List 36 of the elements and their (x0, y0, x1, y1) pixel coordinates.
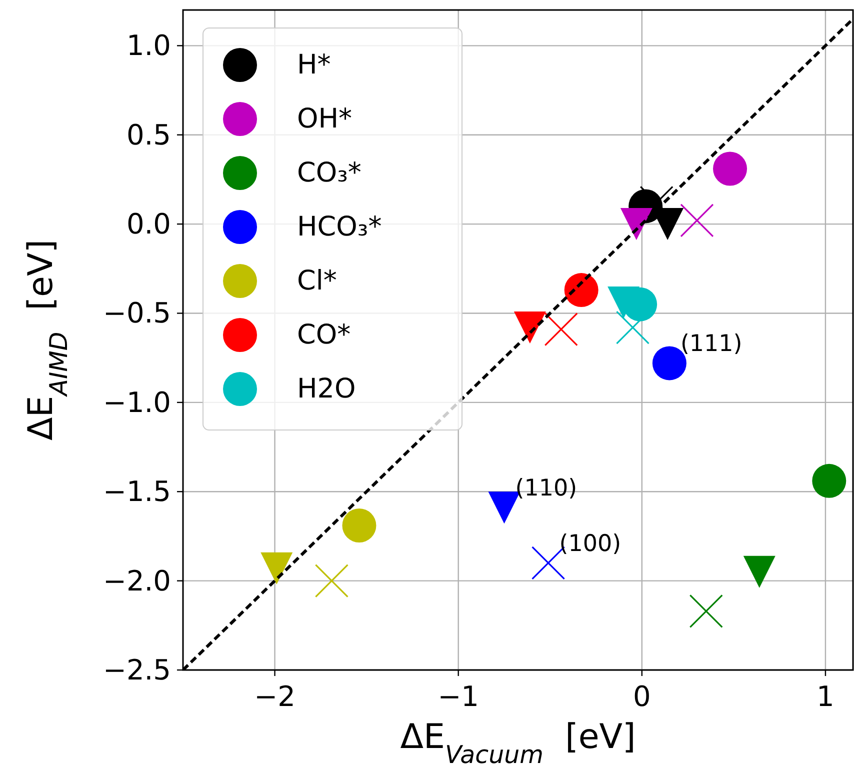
point (608, 286, 640, 319)
x-tick-label: 0 (632, 680, 651, 713)
point (620, 208, 652, 240)
legend-label: CO₃* (297, 158, 362, 188)
y-tick-label: 0.0 (126, 208, 171, 241)
x-tick-label: −2 (254, 680, 296, 713)
y-tick-label: 0.5 (126, 118, 171, 152)
point (743, 556, 776, 588)
legend-label: CO* (297, 320, 351, 350)
legend-label: Cl* (297, 266, 337, 296)
y-tick-label: −0.5 (103, 296, 171, 330)
annotation: (111) (680, 331, 742, 358)
legend-label: HCO₃* (297, 212, 382, 242)
legend-label: H* (297, 50, 331, 80)
point (314, 564, 348, 598)
point (689, 594, 723, 628)
legend-label: OH* (297, 104, 352, 134)
y-tick-label: −1.0 (103, 386, 171, 419)
y-tick-label: −2.0 (103, 564, 171, 598)
point (564, 273, 598, 308)
point (680, 204, 714, 238)
y-tick-label: −2.5 (103, 654, 171, 686)
point (342, 508, 376, 543)
legend-label: H2O (297, 374, 356, 404)
y-tick-label: −1.5 (103, 475, 171, 508)
point (544, 312, 578, 346)
x-tick-label: −1 (438, 680, 479, 713)
point (713, 152, 748, 186)
x-axis-title: ΔE$_{Vacuum}$ [eV] (400, 717, 636, 768)
x-tick-label: 1 (816, 680, 834, 713)
y-tick-label: 1.0 (126, 29, 171, 62)
point (514, 312, 546, 344)
point (260, 552, 293, 584)
point (812, 464, 846, 498)
annotation: (110) (515, 476, 578, 502)
annotation: (100) (559, 530, 622, 557)
